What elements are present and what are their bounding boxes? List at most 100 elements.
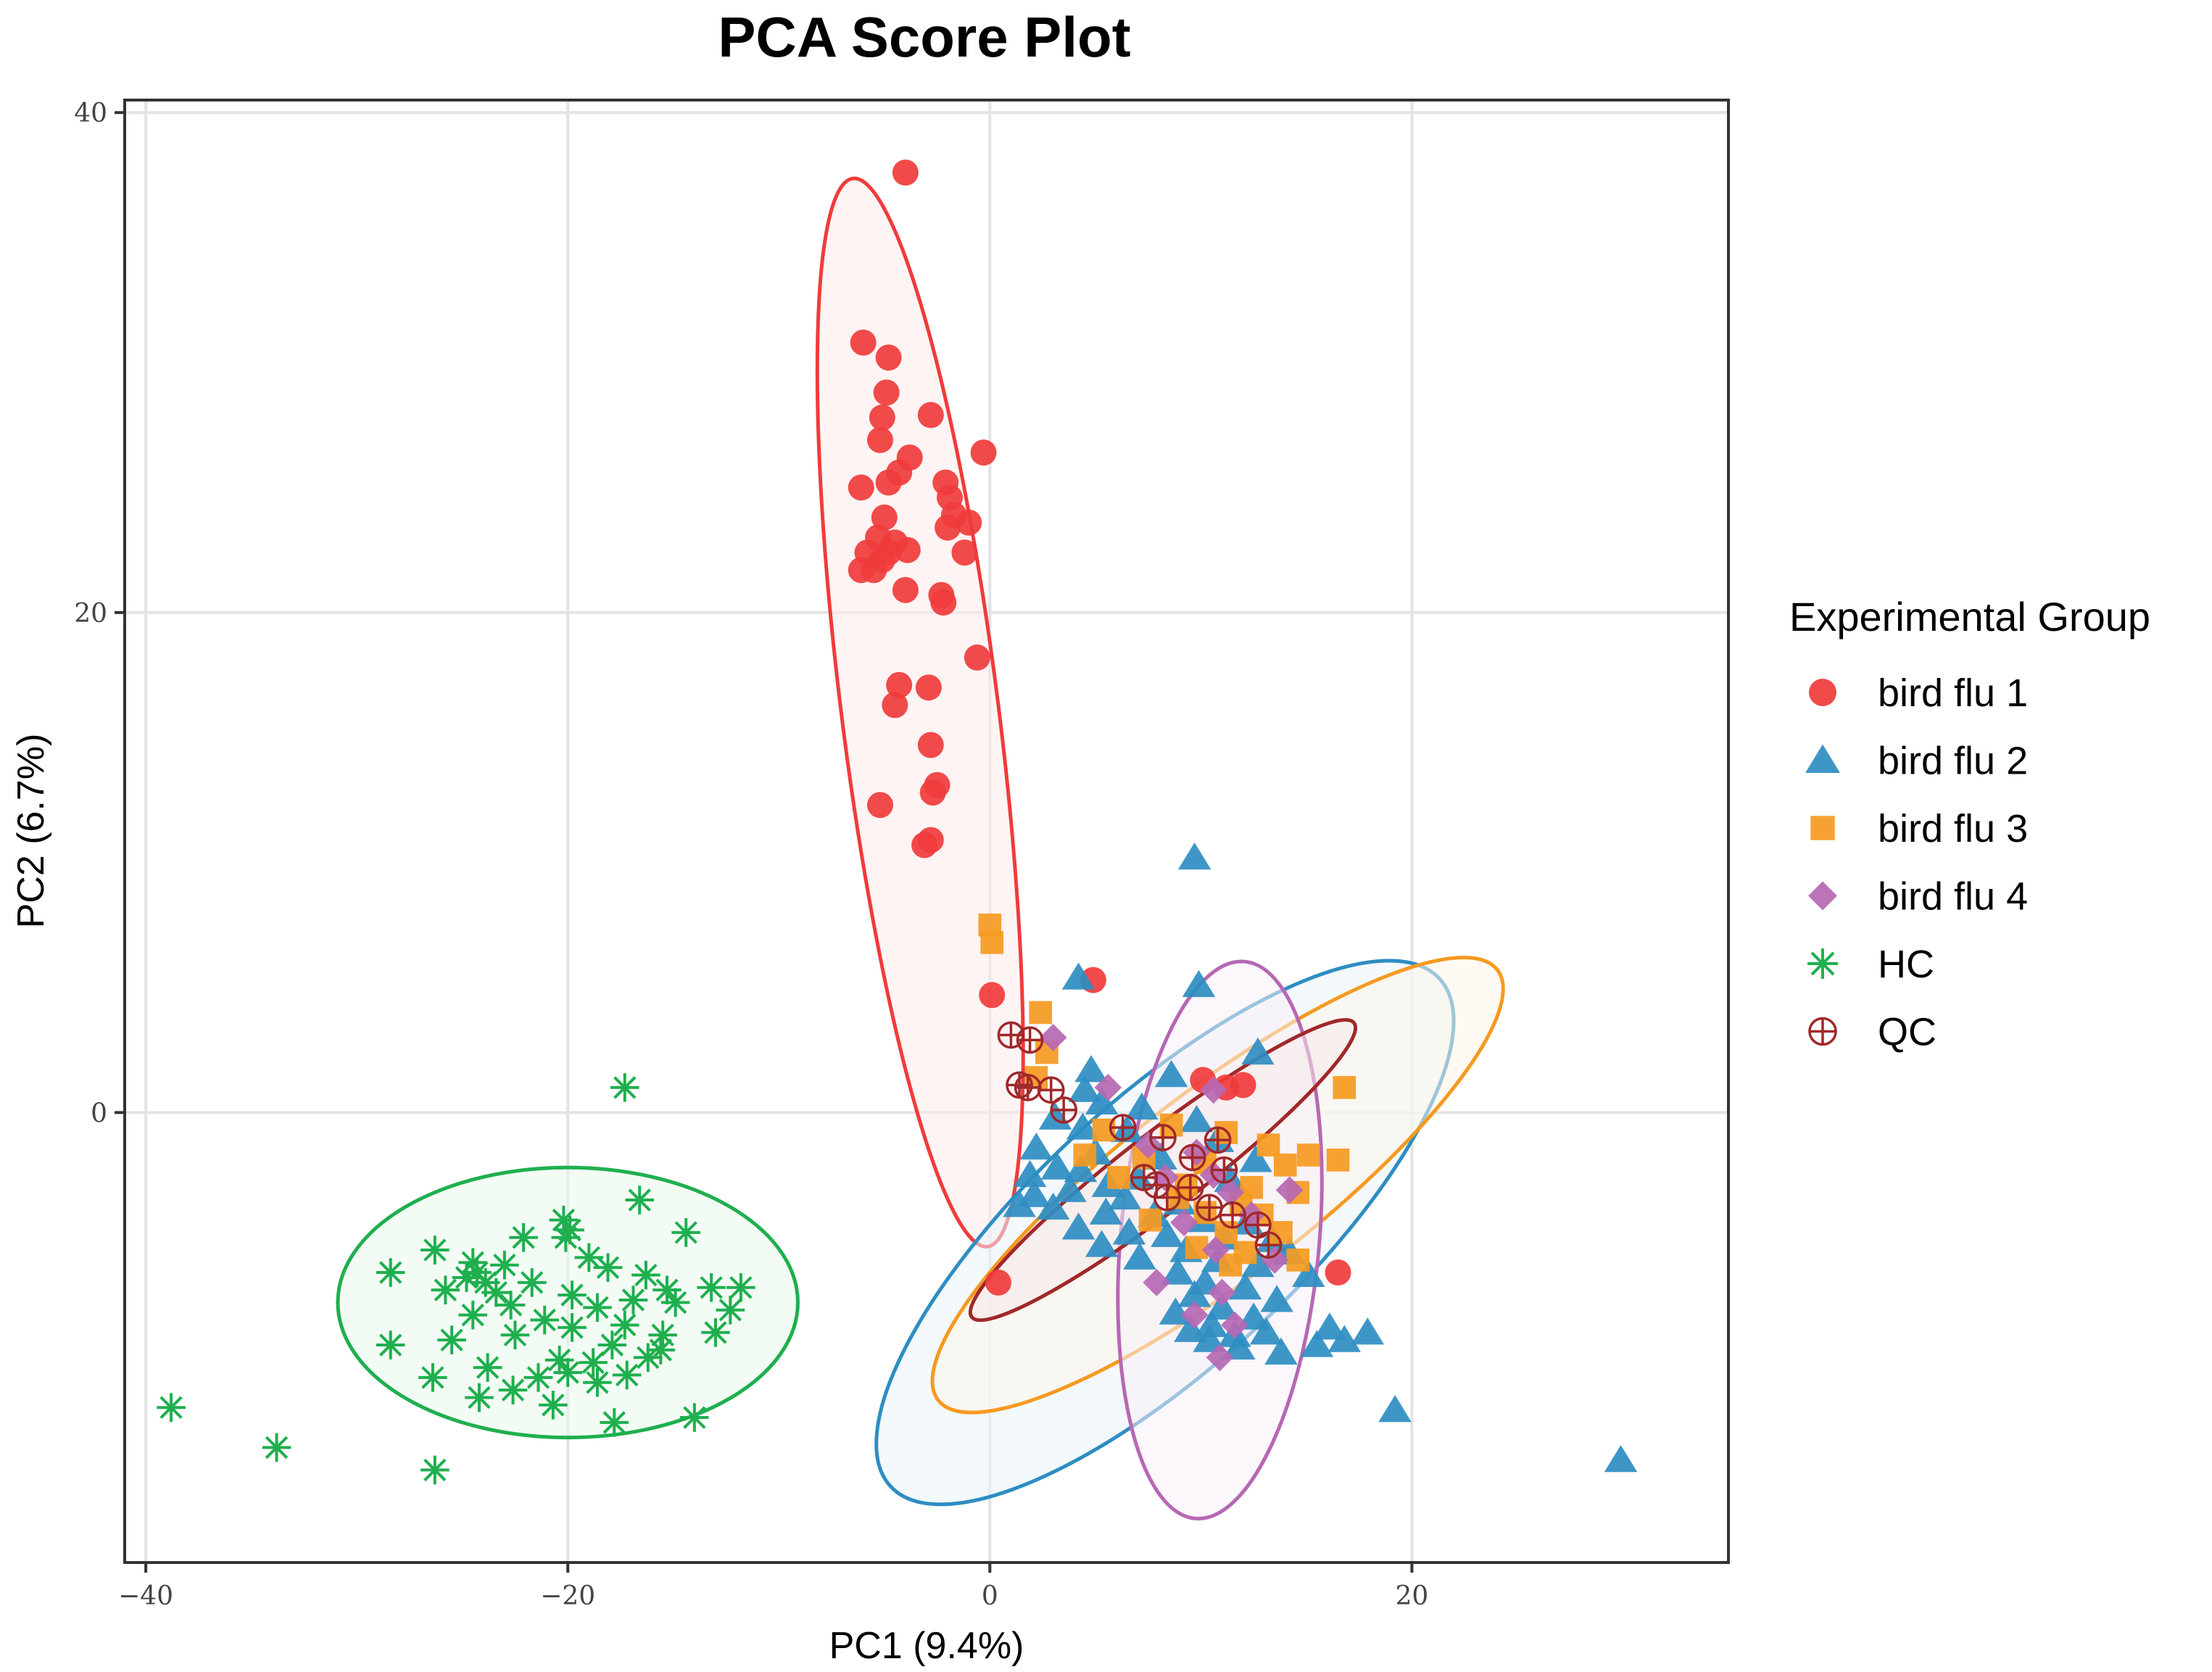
- point-bird-flu-1: [882, 692, 908, 719]
- point-hc: [697, 1272, 726, 1302]
- point-bird-flu-2: [1112, 1217, 1146, 1245]
- point-bird-flu-2: [1228, 1272, 1262, 1300]
- point-bird-flu-1: [875, 344, 902, 371]
- confidence-ellipses: [336, 176, 1505, 1520]
- point-hc: [648, 1320, 677, 1350]
- point-hc: [579, 1348, 608, 1377]
- point-bird-flu-2: [1264, 1337, 1298, 1365]
- point-bird-flu-2: [1180, 1105, 1214, 1133]
- point-hc: [157, 1393, 186, 1423]
- point-hc: [597, 1330, 627, 1359]
- point-bird-flu-2: [1214, 1164, 1247, 1193]
- point-bird-flu-2: [1154, 1059, 1188, 1088]
- point-bird-flu-3: [1326, 1149, 1350, 1172]
- point-bird-flu-3: [1333, 1076, 1356, 1099]
- point-bird-flu-1: [911, 832, 938, 858]
- point-bird-flu-1: [848, 557, 874, 584]
- point-hc: [509, 1222, 538, 1252]
- point-hc: [660, 1288, 690, 1317]
- series-hc: [157, 1073, 755, 1485]
- point-bird-flu-3: [1219, 1253, 1242, 1277]
- y-tick-label: 0: [91, 1098, 107, 1128]
- point-bird-flu-1: [956, 509, 982, 536]
- point-hc: [701, 1317, 730, 1347]
- x-axis-title: PC1 (9.4%): [829, 1625, 1024, 1667]
- point-bird-flu-2: [1066, 1112, 1100, 1140]
- point-bird-flu-2: [1053, 1175, 1087, 1202]
- point-bird-flu-4: [1170, 1209, 1198, 1236]
- point-hc: [452, 1263, 481, 1292]
- point-hc: [618, 1286, 648, 1315]
- x-tick-label: −20: [540, 1581, 595, 1611]
- point-hc: [481, 1278, 511, 1307]
- point-qc: [1196, 1193, 1223, 1222]
- point-bird-flu-1: [871, 504, 898, 531]
- point-hc: [465, 1383, 494, 1412]
- legend-label: QC: [1878, 1011, 1936, 1054]
- point-hc: [421, 1455, 450, 1485]
- point-bird-flu-2: [1327, 1325, 1362, 1352]
- point-hc: [530, 1305, 559, 1335]
- point-hc: [631, 1260, 660, 1290]
- point-qc: [1016, 1026, 1044, 1054]
- point-bird-flu-3: [1296, 1143, 1320, 1167]
- point-bird-flu-2: [1108, 1182, 1142, 1210]
- legend-label: bird flu 3: [1878, 807, 2028, 851]
- point-bird-flu-3: [1273, 1153, 1297, 1177]
- point-hc: [716, 1295, 745, 1325]
- point-bird-flu-2: [1085, 1087, 1119, 1115]
- point-bird-flu-2: [1061, 1212, 1095, 1240]
- point-bird-flu-4: [1180, 1301, 1209, 1329]
- point-qc: [1050, 1096, 1078, 1124]
- point-bird-flu-2: [1036, 1192, 1070, 1220]
- y-tick-label: 20: [74, 599, 107, 629]
- point-bird-flu-1: [915, 674, 942, 701]
- point-bird-flu-2: [1013, 1159, 1047, 1188]
- point-bird-flu-4: [1221, 1311, 1248, 1339]
- point-bird-flu-2: [1040, 1152, 1074, 1180]
- axis-ticks: −40 −20 0 20 0 20 40: [74, 99, 1428, 1611]
- point-bird-flu-1: [951, 539, 978, 566]
- plot-panel-border: [123, 99, 1730, 1564]
- point-bird-flu-4: [1208, 1278, 1236, 1307]
- point-hc: [726, 1272, 755, 1302]
- point-bird-flu-1: [892, 576, 919, 603]
- point-hc: [376, 1330, 405, 1359]
- point-hc: [437, 1325, 466, 1354]
- point-bird-flu-2: [1351, 1317, 1385, 1345]
- point-hc: [496, 1291, 526, 1320]
- legend: Experimental Group bird flu 1 bird flu 2 b…: [1789, 594, 2150, 1054]
- point-hc: [431, 1275, 460, 1304]
- legend-entry-bird-flu-2: bird flu 2: [1805, 740, 2028, 783]
- point-hc: [421, 1236, 450, 1265]
- point-bird-flu-1: [1230, 1072, 1256, 1098]
- point-bird-flu-1: [1325, 1259, 1351, 1286]
- point-hc: [498, 1375, 528, 1404]
- point-bird-flu-3: [1107, 1166, 1130, 1189]
- point-bird-flu-2: [1249, 1317, 1283, 1345]
- point-bird-flu-1: [886, 671, 913, 698]
- point-bird-flu-2: [1604, 1444, 1638, 1473]
- point-bird-flu-3: [1286, 1248, 1310, 1272]
- point-bird-flu-2: [1038, 1102, 1072, 1130]
- point-bird-flu-4: [1134, 1131, 1162, 1159]
- y-tick-label: 40: [74, 99, 107, 128]
- point-hc: [612, 1360, 642, 1390]
- data-points: [157, 159, 1638, 1485]
- point-hc: [558, 1280, 587, 1309]
- point-qc: [1149, 1124, 1177, 1151]
- point-hc: [376, 1258, 405, 1287]
- point-hc: [610, 1073, 639, 1102]
- point-hc: [418, 1363, 447, 1392]
- point-bird-flu-3: [980, 931, 1004, 954]
- point-bird-flu-1: [917, 402, 944, 429]
- point-bird-flu-1: [917, 732, 944, 758]
- point-bird-flu-2: [1019, 1132, 1053, 1160]
- x-tick-label: 20: [1396, 1581, 1429, 1611]
- point-bird-flu-3: [1185, 1236, 1209, 1259]
- point-bird-flu-4: [1039, 1024, 1067, 1051]
- point-bird-flu-4: [1275, 1176, 1304, 1204]
- ellipse-bird-flu-1: [815, 176, 1025, 1249]
- point-hc: [262, 1433, 291, 1462]
